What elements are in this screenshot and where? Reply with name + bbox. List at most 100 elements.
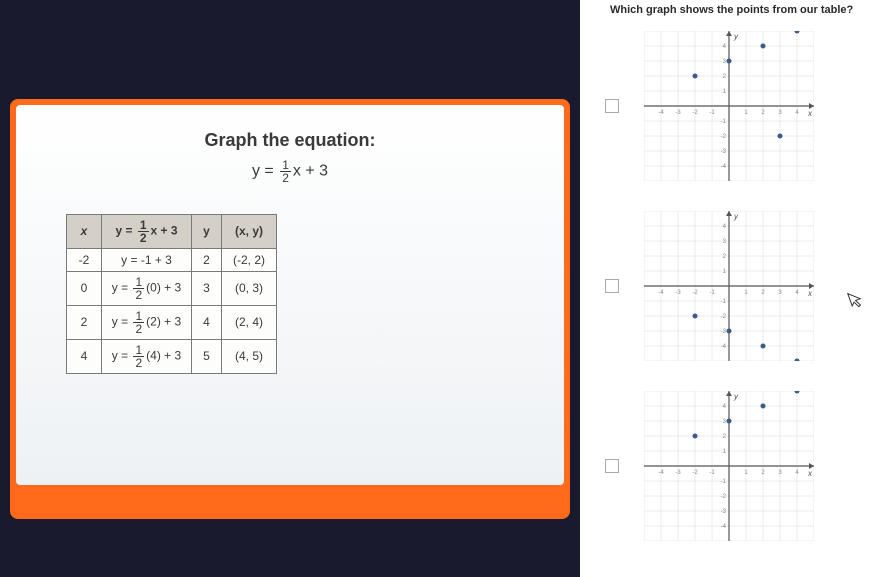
graph-plot: y x -4 -3 -2 -1 1 2 3 4 -4 -3 -2 -1 1 2 3 4 bbox=[644, 211, 814, 361]
cell-eq: y = 12(2) + 3 bbox=[102, 305, 192, 339]
equation-fraction: 12 bbox=[280, 159, 291, 184]
svg-text:3: 3 bbox=[723, 59, 727, 65]
graph-plot: y x -4 -3 -2 -1 1 2 3 4 -4 -3 -2 -1 1 2 3 4 bbox=[644, 31, 814, 181]
svg-text:1: 1 bbox=[744, 470, 748, 476]
presentation-panel: Graph the equation: y = 12x + 3 x y = 12… bbox=[0, 0, 580, 577]
svg-text:1: 1 bbox=[723, 89, 727, 95]
svg-text:-4: -4 bbox=[721, 524, 727, 530]
svg-text:4: 4 bbox=[723, 44, 727, 50]
svg-text:-2: -2 bbox=[721, 494, 727, 500]
option-checkbox[interactable] bbox=[605, 459, 619, 473]
slide-equation: y = 12x + 3 bbox=[56, 159, 524, 184]
svg-text:-2: -2 bbox=[721, 134, 727, 140]
table-row: -2y = -1 + 32(-2, 2) bbox=[67, 248, 277, 271]
option-checkbox[interactable] bbox=[605, 279, 619, 293]
svg-text:y: y bbox=[733, 392, 739, 401]
table-row: 4y = 12(4) + 35(4, 5) bbox=[67, 339, 277, 373]
svg-text:3: 3 bbox=[778, 470, 782, 476]
graph-options-container: yx-4-3-2-11234-4-3-2-11234yx-4-3-2-11234… bbox=[595, 31, 879, 541]
graph-option[interactable]: y x -4 -3 -2 -1 1 2 3 4 -4 -3 -2 -1 1 2 3 4 bbox=[595, 31, 879, 181]
svg-text:2: 2 bbox=[723, 434, 727, 440]
header-equation: y = 12x + 3 bbox=[102, 214, 192, 248]
svg-text:-1: -1 bbox=[709, 110, 715, 116]
svg-text:x: x bbox=[807, 469, 813, 478]
header-xy: (x, y) bbox=[222, 214, 277, 248]
table-row: 0y = 12(0) + 33(0, 3) bbox=[67, 271, 277, 305]
table-row: 2y = 12(2) + 34(2, 4) bbox=[67, 305, 277, 339]
svg-text:4: 4 bbox=[795, 290, 799, 296]
svg-text:1: 1 bbox=[723, 269, 727, 275]
svg-text:1: 1 bbox=[744, 110, 748, 116]
svg-text:-4: -4 bbox=[721, 344, 727, 350]
cell-x: -2 bbox=[67, 248, 102, 271]
table-body: -2y = -1 + 32(-2, 2)0y = 12(0) + 33(0, 3… bbox=[67, 248, 277, 373]
equation-prefix: y = bbox=[252, 162, 278, 179]
svg-text:x: x bbox=[807, 109, 813, 118]
cell-eq: y = -1 + 3 bbox=[102, 248, 192, 271]
svg-text:-4: -4 bbox=[658, 290, 664, 296]
svg-text:-3: -3 bbox=[721, 509, 727, 515]
slide-title: Graph the equation: bbox=[56, 130, 524, 151]
svg-text:2: 2 bbox=[761, 290, 765, 296]
svg-text:1: 1 bbox=[744, 290, 748, 296]
cell-y: 3 bbox=[192, 271, 222, 305]
svg-text:4: 4 bbox=[723, 224, 727, 230]
equation-suffix: x + 3 bbox=[293, 162, 328, 179]
svg-text:-2: -2 bbox=[692, 110, 698, 116]
svg-text:-4: -4 bbox=[721, 164, 727, 170]
svg-text:-4: -4 bbox=[658, 110, 664, 116]
svg-text:4: 4 bbox=[795, 470, 799, 476]
svg-text:x: x bbox=[807, 289, 813, 298]
svg-text:-3: -3 bbox=[721, 149, 727, 155]
cell-y: 4 bbox=[192, 305, 222, 339]
option-checkbox[interactable] bbox=[605, 99, 619, 113]
svg-text:-4: -4 bbox=[658, 470, 664, 476]
svg-text:-1: -1 bbox=[709, 290, 715, 296]
svg-text:3: 3 bbox=[778, 110, 782, 116]
svg-text:-2: -2 bbox=[692, 290, 698, 296]
svg-text:y: y bbox=[733, 212, 739, 221]
svg-text:-1: -1 bbox=[721, 299, 727, 305]
svg-text:2: 2 bbox=[723, 74, 727, 80]
svg-text:2: 2 bbox=[723, 254, 727, 260]
graph-option[interactable]: y x -4 -3 -2 -1 1 2 3 4 -4 -3 -2 -1 1 2 3 4 bbox=[595, 211, 879, 361]
header-y: y bbox=[192, 214, 222, 248]
svg-text:-3: -3 bbox=[675, 290, 681, 296]
svg-text:-1: -1 bbox=[721, 119, 727, 125]
graph-option[interactable]: yx-4-3-2-11234-4-3-2-11234 bbox=[595, 391, 879, 541]
table-header-row: x y = 12x + 3 y (x, y) bbox=[67, 214, 277, 248]
cell-x: 0 bbox=[67, 271, 102, 305]
cell-xy: (2, 4) bbox=[222, 305, 277, 339]
header-x: x bbox=[67, 214, 102, 248]
svg-text:2: 2 bbox=[761, 110, 765, 116]
cell-y: 2 bbox=[192, 248, 222, 271]
svg-text:4: 4 bbox=[723, 404, 727, 410]
equation-table: x y = 12x + 3 y (x, y) -2y = -1 + 32(-2,… bbox=[66, 214, 277, 374]
svg-text:4: 4 bbox=[795, 110, 799, 116]
svg-text:-2: -2 bbox=[692, 470, 698, 476]
cell-x: 2 bbox=[67, 305, 102, 339]
svg-text:2: 2 bbox=[761, 470, 765, 476]
slide-frame: Graph the equation: y = 12x + 3 x y = 12… bbox=[10, 99, 570, 519]
cell-xy: (0, 3) bbox=[222, 271, 277, 305]
question-text: Which graph shows the points from our ta… bbox=[595, 0, 879, 31]
svg-text:-3: -3 bbox=[721, 329, 727, 335]
cell-x: 4 bbox=[67, 339, 102, 373]
svg-text:-1: -1 bbox=[721, 479, 727, 485]
cell-eq: y = 12(4) + 3 bbox=[102, 339, 192, 373]
answer-panel: Which graph shows the points from our ta… bbox=[580, 0, 894, 577]
slide-content: Graph the equation: y = 12x + 3 x y = 12… bbox=[16, 105, 564, 485]
svg-text:3: 3 bbox=[723, 239, 727, 245]
svg-text:-3: -3 bbox=[675, 110, 681, 116]
svg-text:-1: -1 bbox=[709, 470, 715, 476]
svg-text:3: 3 bbox=[778, 290, 782, 296]
svg-text:1: 1 bbox=[723, 449, 727, 455]
cell-y: 5 bbox=[192, 339, 222, 373]
svg-text:-3: -3 bbox=[675, 470, 681, 476]
cell-xy: (4, 5) bbox=[222, 339, 277, 373]
cell-eq: y = 12(0) + 3 bbox=[102, 271, 192, 305]
cell-xy: (-2, 2) bbox=[222, 248, 277, 271]
graph-plot: yx-4-3-2-11234-4-3-2-11234 bbox=[644, 391, 814, 541]
svg-text:y: y bbox=[733, 32, 739, 41]
svg-text:-2: -2 bbox=[721, 314, 727, 320]
